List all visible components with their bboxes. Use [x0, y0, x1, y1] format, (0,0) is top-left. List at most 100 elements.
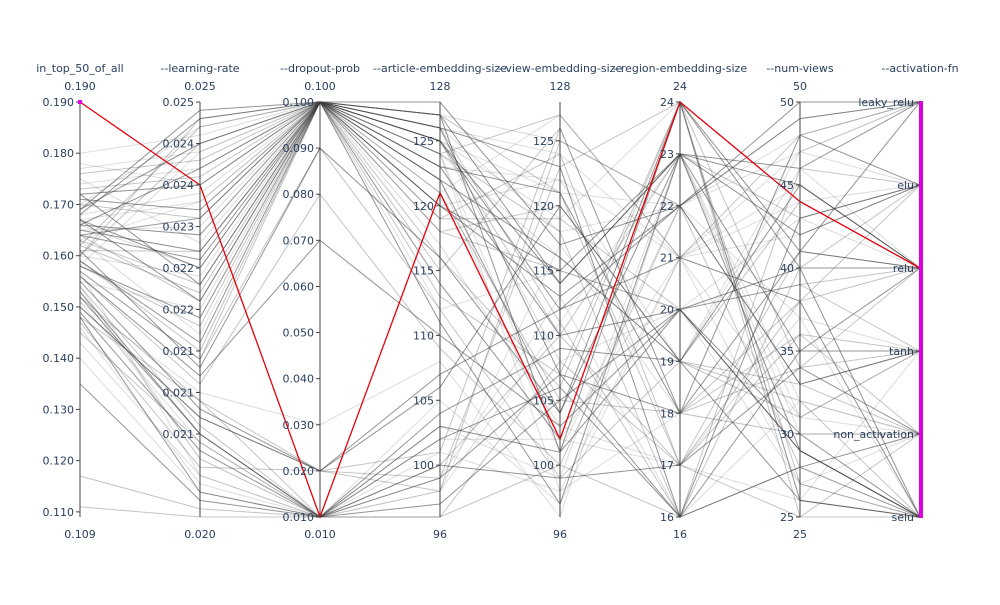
run-line: [79, 205, 921, 472]
category-label: tanh: [889, 345, 914, 358]
run-line: [79, 101, 921, 414]
axis-7[interactable]: --num-views 50 25 25 30 35 40 45 50: [766, 62, 834, 541]
run-line: [79, 101, 921, 466]
tick-label: 19: [660, 355, 674, 368]
tick-label: 40: [780, 262, 794, 275]
run-line: [79, 100, 921, 506]
run-line: [79, 101, 920, 492]
run-line: [79, 100, 921, 518]
axes: in_top_50_of_all 0.190 0.109 0.110 0.120 0.13…: [36, 62, 958, 541]
tick-label: 17: [660, 459, 674, 472]
run-lines: [79, 100, 921, 519]
axis-1[interactable]: in_top_50_of_all 0.190 0.109 0.110 0.120 0.13…: [36, 62, 124, 541]
tick-label: 105: [533, 394, 554, 407]
tick-label: 23: [660, 148, 674, 161]
run-line: [79, 243, 920, 518]
run-line: [79, 360, 921, 518]
axis-title: in_top_50_of_all: [36, 62, 124, 75]
run-line: [79, 332, 921, 518]
axis-title: --view-embedding-size: [498, 62, 623, 75]
tick-label: 0.190: [43, 96, 75, 109]
axis-range-max: 0.025: [184, 80, 216, 93]
axis-range-min: 96: [433, 528, 447, 541]
axis-range-max: 128: [430, 80, 451, 93]
tick-label: 0.090: [283, 142, 315, 155]
axis-6[interactable]: --region-embedding-size 24 16 16 17 18 19 20 21 2…: [613, 62, 747, 541]
category-label: selu: [891, 511, 914, 524]
tick-label: 0.170: [43, 198, 75, 211]
tick-label: 16: [660, 511, 674, 524]
run-line: [79, 101, 920, 518]
run-line: [79, 100, 921, 518]
highlighted-run: [79, 100, 921, 519]
axis-5[interactable]: --view-embedding-size 128 96 100 105 110 115 12…: [498, 62, 623, 541]
axis-8[interactable]: --activation-fn selu non_activation tanh rel…: [833, 62, 958, 524]
tick-label: 125: [413, 135, 434, 148]
tick-label: 0.140: [43, 352, 75, 365]
axis-title: --num-views: [766, 62, 834, 75]
brush-selection[interactable]: [78, 100, 82, 104]
run-line: [79, 147, 921, 518]
tick-label: 0.022: [163, 262, 195, 275]
tick-label: 0.080: [283, 188, 315, 201]
tick-label: 120: [533, 200, 554, 213]
axis-title: --article-embedding-size: [373, 62, 507, 75]
tick-label: 0.130: [43, 403, 75, 416]
run-line: [79, 100, 920, 415]
run-line: [79, 101, 921, 518]
run-line: [79, 101, 921, 277]
tick-label: 0.160: [43, 250, 75, 263]
tick-label: 24: [660, 96, 674, 109]
run-line: [79, 101, 920, 246]
run-line: [79, 291, 921, 518]
tick-label: 115: [413, 265, 434, 278]
run-line: [79, 101, 921, 207]
tick-label: 0.021: [163, 428, 195, 441]
axis-title: --learning-rate: [160, 62, 239, 75]
run-line: [79, 256, 921, 518]
run-line: [79, 316, 921, 518]
run-line: [79, 101, 921, 285]
tick-label: 105: [413, 394, 434, 407]
tick-label: 0.020: [283, 465, 315, 478]
run-line: [79, 126, 921, 472]
category-label: elu: [897, 179, 914, 192]
brush-selection[interactable]: [919, 101, 923, 518]
axis-2[interactable]: --learning-rate 0.025 0.020 0.021 0.021 0.021…: [160, 62, 239, 541]
axis-range-max: 128: [550, 80, 571, 93]
tick-label: 0.120: [43, 455, 75, 468]
run-line: [79, 101, 921, 518]
axis-range-min: 0.020: [184, 528, 216, 541]
tick-label: 0.040: [283, 373, 315, 386]
tick-label: 0.070: [283, 234, 315, 247]
run-line: [79, 193, 921, 518]
run-line: [79, 101, 921, 259]
tick-label: 120: [413, 200, 434, 213]
run-line: [79, 101, 921, 518]
axis-4[interactable]: --article-embedding-size 128 96 100 105 110 11…: [373, 62, 507, 541]
tick-label: 0.021: [163, 387, 195, 400]
axis-range-min: 0.010: [304, 528, 336, 541]
tick-label: 0.150: [43, 301, 75, 314]
tick-label: 0.010: [283, 511, 315, 524]
run-line: [79, 295, 921, 518]
run-line: [79, 101, 921, 415]
axis-3[interactable]: --dropout-prob 0.100 0.010 0.010 0.020 0.030 0…: [280, 62, 360, 541]
run-line: [79, 101, 921, 259]
tick-label: 100: [413, 459, 434, 472]
run-line: [79, 101, 921, 467]
run-line: [79, 147, 921, 518]
tick-label: 0.050: [283, 327, 315, 340]
run-line: [79, 101, 921, 352]
tick-label: 18: [660, 407, 674, 420]
run-line: [79, 101, 921, 285]
tick-label: 21: [660, 252, 674, 265]
tick-label: 0.023: [163, 221, 195, 234]
tick-label: 45: [780, 179, 794, 192]
axis-range-min: 25: [793, 528, 807, 541]
tick-label: 110: [533, 329, 554, 342]
tick-label: 125: [533, 135, 554, 148]
run-line: [79, 301, 921, 518]
category-label: non_activation: [833, 428, 914, 441]
axis-range-min: 16: [673, 528, 687, 541]
